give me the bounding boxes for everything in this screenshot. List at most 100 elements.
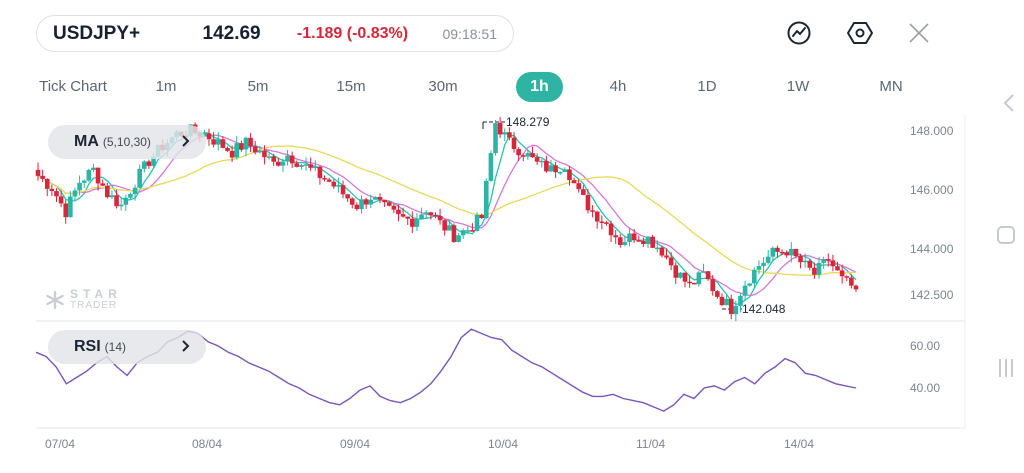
symbol-ticker[interactable]: USDJPY+ 142.69 -1.189 (-0.83%) 09:18:51: [36, 15, 514, 52]
hexagon-settings-icon[interactable]: [847, 20, 873, 46]
candle: [654, 240, 660, 253]
chevron-left-icon[interactable]: [1002, 92, 1016, 114]
candle: [525, 149, 531, 160]
star-trader-watermark: STAR TRADER: [46, 288, 122, 312]
rsi-indicator-name: RSI: [74, 338, 101, 355]
candle: [664, 248, 669, 260]
candle: [345, 193, 350, 202]
candle: [220, 136, 226, 149]
menu-lines-icon[interactable]: [996, 357, 1016, 379]
candle: [613, 230, 618, 244]
watermark-line-1: STAR: [70, 287, 122, 301]
candle: [483, 178, 489, 219]
candle: [497, 117, 503, 138]
candle: [465, 226, 471, 235]
candle: [257, 146, 263, 154]
candle: [437, 208, 443, 225]
candle: [659, 245, 665, 258]
candle: [479, 213, 484, 220]
candle: [35, 162, 41, 181]
star-logo-icon: [46, 291, 64, 309]
candle: [511, 132, 517, 153]
rsi-indicator-params: (14): [104, 340, 127, 354]
candle: [289, 151, 295, 168]
candle: [54, 188, 59, 202]
candle: [599, 215, 605, 230]
candle: [373, 196, 378, 200]
ma-indicator-pill[interactable]: MA (5,10,30): [48, 125, 206, 159]
candle: [447, 219, 452, 231]
candle: [765, 250, 771, 265]
x-tick-label: 08/04: [192, 437, 223, 451]
rsi-tick-label: 60.00: [910, 339, 941, 353]
tab-tick-chart[interactable]: Tick Chart: [39, 78, 107, 95]
candle: [830, 254, 836, 272]
trend-line-icon[interactable]: [786, 20, 812, 46]
candle: [382, 199, 387, 207]
candle: [377, 193, 383, 204]
candle: [312, 160, 318, 172]
candle: [488, 150, 494, 182]
candle: [141, 160, 147, 173]
candle: [396, 204, 401, 222]
candle: [285, 149, 290, 166]
candle: [696, 270, 702, 287]
candle: [825, 253, 831, 267]
candle: [756, 260, 762, 275]
candle: [239, 140, 244, 152]
candle: [687, 275, 692, 288]
candle: [733, 300, 739, 322]
candle: [442, 219, 447, 236]
candle: [423, 210, 429, 220]
candle: [40, 169, 45, 183]
candle: [622, 236, 628, 247]
tab-15m[interactable]: 15m: [336, 78, 366, 95]
candle: [206, 128, 212, 146]
square-icon[interactable]: [996, 225, 1016, 245]
rsi-indicator-pill[interactable]: RSI (14): [48, 330, 206, 364]
candle: [673, 262, 679, 285]
candle: [340, 180, 346, 199]
tab-1h[interactable]: 1h: [516, 72, 563, 102]
candle: [571, 177, 577, 184]
tab-5m[interactable]: 5m: [247, 78, 269, 95]
candle: [349, 197, 355, 209]
candle: [266, 151, 272, 160]
candle: [114, 189, 119, 209]
candle: [414, 213, 420, 232]
candle: [77, 175, 82, 196]
tab-30m[interactable]: 30m: [428, 78, 458, 95]
candle: [299, 163, 304, 170]
candle: [72, 187, 78, 200]
tab-1m[interactable]: 1m: [155, 78, 177, 95]
candle: [719, 293, 725, 306]
candle: [470, 223, 475, 232]
chevron-right-icon: [182, 340, 190, 352]
close-icon[interactable]: [906, 20, 932, 46]
candle: [816, 256, 822, 279]
candle: [849, 274, 854, 289]
x-tick-label: 14/04: [784, 437, 815, 451]
y-tick-label: 146.000: [910, 183, 954, 197]
candle: [715, 290, 720, 299]
symbol-name: USDJPY+: [53, 22, 141, 44]
candle: [516, 147, 521, 162]
candle: [705, 271, 711, 281]
candle: [474, 212, 480, 232]
candle: [280, 158, 286, 172]
candle: [460, 228, 466, 239]
candle: [553, 161, 558, 178]
candle: [534, 153, 540, 165]
candle: [567, 166, 572, 186]
tab-4h[interactable]: 4h: [609, 78, 627, 95]
tab-mn[interactable]: MN: [879, 78, 903, 95]
candle: [95, 167, 101, 191]
tab-1d[interactable]: 1D: [697, 78, 717, 95]
candle: [326, 177, 332, 183]
tab-1w[interactable]: 1W: [786, 78, 810, 95]
candle: [581, 185, 586, 196]
candle: [294, 160, 300, 168]
rsi-tick-label: 40.00: [910, 381, 941, 395]
